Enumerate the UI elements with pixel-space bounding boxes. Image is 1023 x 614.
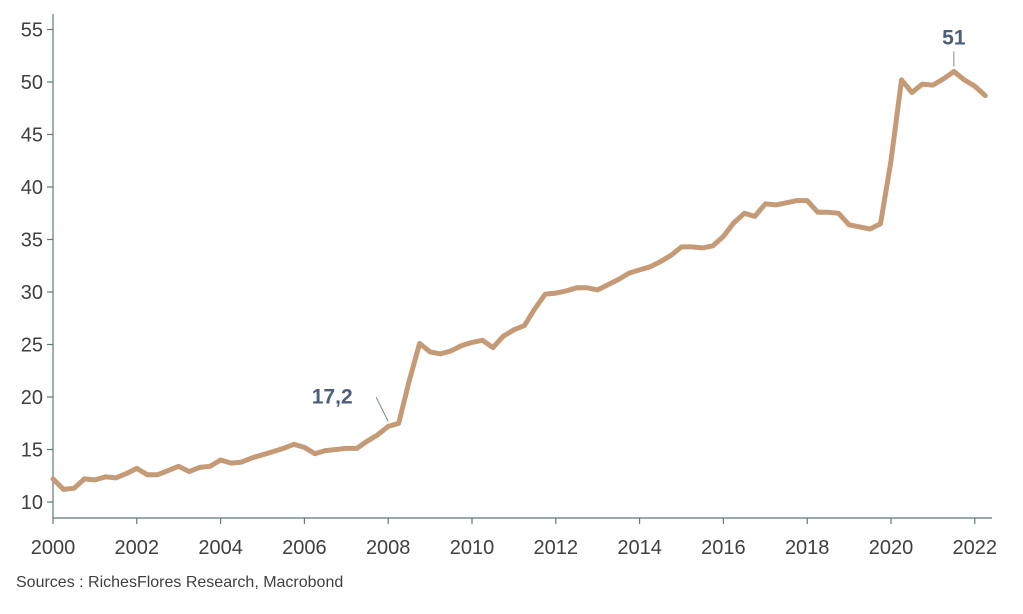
y-tick-label: 35 — [21, 230, 43, 252]
y-tick-label: 40 — [21, 177, 43, 199]
annotation-label-1: 17,2 — [312, 385, 353, 408]
annotation-leader-1 — [375, 397, 389, 422]
x-tick-label: 2020 — [869, 537, 914, 559]
x-tick-label: 2010 — [450, 537, 495, 559]
y-tick-label: 25 — [21, 335, 43, 357]
axes — [47, 14, 992, 524]
y-tick-label: 30 — [21, 282, 43, 304]
annotation-label-2: 51 — [942, 27, 966, 50]
x-tick-label: 2018 — [785, 537, 830, 559]
annotations: 17,2 51 — [312, 27, 966, 422]
series-line-0 — [50, 69, 988, 492]
series-layer — [50, 69, 988, 492]
x-tick-label: 2014 — [617, 537, 662, 559]
y-tick-label: 50 — [21, 72, 43, 94]
x-tick-label: 2012 — [534, 537, 579, 559]
x-tick-label: 2016 — [701, 537, 746, 559]
x-tick-label: 2008 — [366, 537, 411, 559]
x-tick-label: 2022 — [953, 537, 998, 559]
x-tick-label: 2004 — [198, 537, 243, 559]
y-tick-label: 10 — [21, 492, 43, 514]
y-tick-label: 45 — [21, 125, 43, 147]
tick-labels: 10 15 20 25 30 35 40 45 50 55 2000 2002 2004 2006 2008… — [21, 20, 997, 560]
source-note: Sources : RichesFlores Research, Macrobo… — [16, 574, 344, 591]
x-tick-label: 2002 — [115, 537, 160, 559]
line-chart: 10 15 20 25 30 35 40 45 50 55 2000 2002 2004 2006 2008… — [21, 14, 997, 560]
y-tick-label: 15 — [21, 440, 43, 462]
y-tick-label: 55 — [21, 20, 43, 42]
x-tick-label: 2006 — [282, 537, 327, 559]
y-tick-label: 20 — [21, 387, 43, 409]
x-tick-label: 2000 — [31, 537, 76, 559]
